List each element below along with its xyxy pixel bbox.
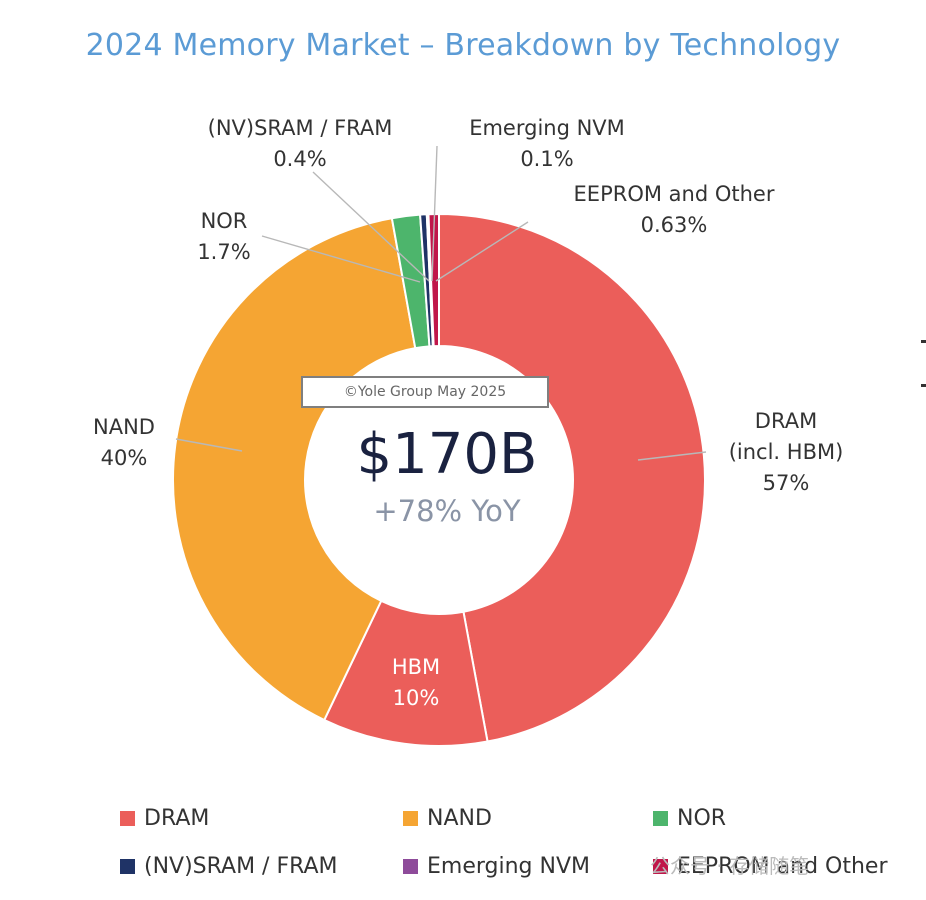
leader-line-sram: [312, 171, 430, 282]
label-eeprom-name: EEPROM and Other: [573, 182, 775, 206]
chart-title: 2024 Memory Market – Breakdown by Techno…: [85, 28, 841, 63]
copyright-watermark: ©Yole Group May 2025: [301, 376, 549, 408]
label-eeprom-percent: 0.63%: [640, 213, 708, 237]
legend-label: Emerging NVM: [427, 854, 590, 879]
label-emerging-percent: 0.1%: [520, 147, 574, 171]
legend-label: EEPROM and Other: [677, 854, 888, 879]
label-sram: (NV)SRAM / FRAM 0.4%: [208, 113, 393, 175]
legend-item-nand: NAND: [403, 806, 492, 831]
label-dram-name: (incl. HBM): [728, 440, 844, 464]
legend-item-nor: NOR: [653, 806, 726, 831]
legend-label: (NV)SRAM / FRAM: [144, 854, 338, 879]
legend-label: NOR: [677, 806, 727, 831]
edge-mark: [921, 340, 926, 343]
label-dram-name: DRAM: [754, 409, 818, 433]
legend-item-eeprom-and-other: EEPROM and Other: [653, 854, 888, 879]
slice-eeprom-and-other: [427, 212, 440, 348]
label-emerging: Emerging NVM 0.1%: [469, 113, 625, 175]
label-sram-name: (NV)SRAM / FRAM: [207, 116, 393, 140]
label-hbm: HBM 10%: [392, 652, 440, 714]
label-sram-percent: 0.4%: [273, 147, 327, 171]
leader-line-nand: [175, 438, 243, 452]
legend-swatch: [653, 859, 668, 874]
yoy-growth: +78% YoY: [373, 494, 521, 528]
slice-nand: [172, 217, 417, 722]
legend-label: NAND: [427, 806, 492, 831]
label-nand: NAND 40%: [93, 412, 155, 474]
legend-swatch: [120, 811, 135, 826]
legend-item-nv-sram-fram: (NV)SRAM / FRAM: [120, 854, 338, 879]
slice-dram-excl-hbm: [438, 212, 706, 743]
label-nand-percent: 40%: [100, 446, 148, 470]
legend-label: DRAM: [144, 806, 210, 831]
legend-swatch: [120, 859, 135, 874]
label-hbm-percent: 10%: [392, 686, 440, 710]
legend-swatch: [653, 811, 668, 826]
label-hbm-name: HBM: [391, 655, 441, 679]
donut-slices: [172, 212, 706, 747]
legend-swatch: [403, 859, 418, 874]
credit-overlay: 公众号 · 存储随笔: [650, 854, 810, 878]
label-nor: NOR 1.7%: [197, 206, 250, 268]
label-eeprom: EEPROM and Other 0.63%: [574, 179, 775, 241]
label-nor-name: NOR: [200, 209, 248, 233]
legend-swatch: [403, 811, 418, 826]
label-emerging-name: Emerging NVM: [469, 116, 625, 140]
leader-line-eeprom: [435, 221, 529, 282]
leader-line-emerging: [431, 145, 438, 282]
label-nand-name: NAND: [93, 415, 155, 439]
label-dram: DRAM (incl. HBM) 57%: [729, 406, 844, 499]
label-dram-percent: 57%: [762, 471, 810, 495]
market-total: $170B: [356, 422, 538, 487]
leader-line-nor: [261, 235, 421, 283]
legend-item-emerging-nvm: Emerging NVM: [403, 854, 590, 879]
leader-lines: [175, 145, 707, 461]
label-nor-percent: 1.7%: [197, 240, 251, 264]
legend-item-dram: DRAM: [120, 806, 209, 831]
edge-mark: [921, 384, 926, 387]
leader-line-dram: [637, 451, 707, 461]
